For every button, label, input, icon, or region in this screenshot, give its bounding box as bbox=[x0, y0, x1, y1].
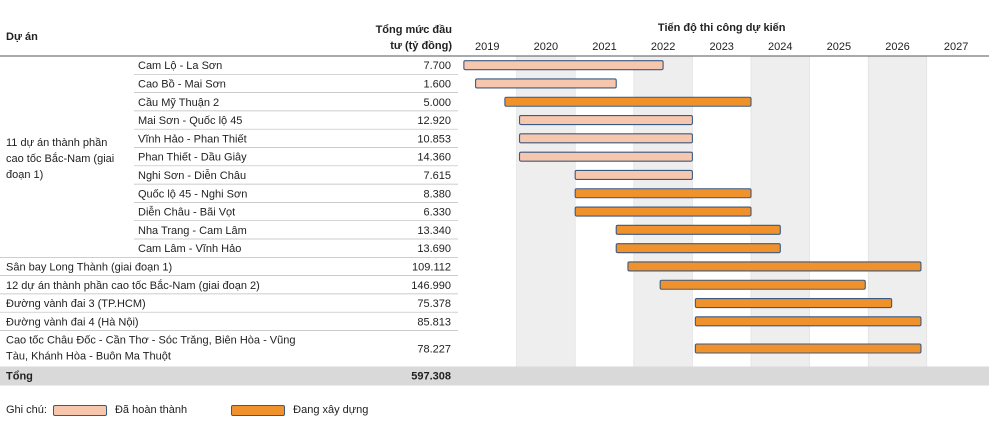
row-label: Nghi Sơn - Diễn Châu bbox=[138, 169, 246, 182]
row-label: Tàu, Khánh Hòa - Buôn Ma Thuột bbox=[6, 351, 171, 363]
bar-completed bbox=[518, 115, 693, 126]
bar-in_progress bbox=[694, 316, 922, 327]
row-label: Nha Trang - Cam Lâm bbox=[138, 225, 247, 237]
shade-column-2026 bbox=[868, 56, 927, 367]
year-label-2021: 2021 bbox=[592, 41, 616, 53]
year-label-2027: 2027 bbox=[944, 41, 968, 53]
shade-column-2024 bbox=[751, 56, 810, 367]
row-label: Cao Bồ - Mai Sơn bbox=[138, 78, 226, 90]
row-label: 12 dự án thành phần cao tốc Bắc-Nam (gia… bbox=[6, 279, 260, 292]
gantt-chart: Dự án Tổng mức đầu tư (tỷ đồng) Tiến độ thi… bbox=[0, 22, 989, 386]
row-label: Phan Thiết - Dầu Giây bbox=[138, 152, 247, 164]
row-investment: 14.360 bbox=[417, 152, 451, 164]
row-investment: 85.813 bbox=[417, 316, 451, 328]
total-row-bg bbox=[0, 366, 989, 386]
header-investment-line2: tư (tỷ đồng) bbox=[390, 40, 452, 52]
bar-in_progress bbox=[627, 261, 922, 272]
row-label: Vĩnh Hảo - Phan Thiết bbox=[138, 133, 247, 145]
row-investment: 5.000 bbox=[423, 97, 451, 109]
group-label-line-3: đoạn 1) bbox=[6, 169, 43, 181]
row-label: Mai Sơn - Quốc lộ 45 bbox=[138, 115, 242, 127]
year-label-2023: 2023 bbox=[709, 41, 733, 53]
row-label: Đường vành đai 4 (Hà Nội) bbox=[6, 316, 139, 328]
row-investment: 8.380 bbox=[423, 188, 451, 200]
bar-in_progress bbox=[694, 297, 893, 309]
year-label-2025: 2025 bbox=[827, 41, 851, 53]
group-label-line-2: cao tốc Bắc-Nam (giai bbox=[6, 152, 114, 165]
bar-in_progress bbox=[694, 343, 922, 354]
row-label: Đường vành đai 3 (TP.HCM) bbox=[6, 298, 146, 310]
year-label-2019: 2019 bbox=[475, 41, 499, 53]
header-timeline-title: Tiến độ thi công dự kiến bbox=[658, 22, 786, 34]
row-label: Cao tốc Châu Đốc - Cần Thơ - Sóc Trăng, … bbox=[6, 335, 296, 347]
total-label: Tổng bbox=[6, 371, 33, 383]
row-investment: 13.690 bbox=[417, 243, 451, 255]
bar-in_progress bbox=[574, 188, 752, 199]
bar-in_progress bbox=[504, 96, 752, 107]
bar-completed bbox=[463, 60, 664, 71]
row-investment: 7.700 bbox=[423, 60, 451, 72]
legend: Ghi chú: Đã hoàn thành Đang xây dựng bbox=[6, 400, 368, 420]
bar-completed bbox=[518, 133, 693, 144]
legend-label-completed: Đã hoàn thành bbox=[114, 404, 188, 416]
bar-completed bbox=[574, 169, 693, 180]
shade-column-2020 bbox=[516, 56, 576, 367]
legend-swatch-completed bbox=[52, 404, 107, 416]
legend-title: Ghi chú: bbox=[6, 404, 47, 416]
total-investment: 597.308 bbox=[411, 371, 451, 383]
row-label: Cam Lâm - Vĩnh Hảo bbox=[138, 243, 241, 255]
year-label-2026: 2026 bbox=[885, 41, 909, 53]
year-label-2024: 2024 bbox=[768, 41, 792, 53]
bar-completed bbox=[518, 151, 693, 162]
year-label-2022: 2022 bbox=[651, 41, 675, 53]
row-investment: 109.112 bbox=[412, 261, 451, 273]
row-label: Diễn Châu - Bãi Vọt bbox=[138, 206, 235, 219]
row-investment: 78.227 bbox=[417, 344, 451, 356]
row-investment: 6.330 bbox=[423, 207, 451, 219]
row-investment: 1.600 bbox=[423, 78, 451, 90]
legend-swatch-in-progress bbox=[231, 404, 286, 416]
row-label: Quốc lộ 45 - Nghi Sơn bbox=[138, 188, 247, 200]
year-label-2020: 2020 bbox=[534, 41, 558, 53]
bar-in_progress bbox=[615, 224, 781, 235]
bar-in_progress bbox=[615, 243, 781, 254]
header-project: Dự án bbox=[6, 31, 38, 43]
group-label-line-1: 11 dự án thành phần bbox=[6, 137, 107, 149]
bar-completed bbox=[475, 78, 617, 89]
row-investment: 12.920 bbox=[417, 115, 451, 127]
bar-in_progress bbox=[574, 206, 752, 217]
row-investment: 13.340 bbox=[417, 225, 451, 237]
legend-label-in-progress: Đang xây dựng bbox=[293, 404, 369, 416]
row-investment: 146.990 bbox=[411, 280, 451, 292]
row-label: Sân bay Long Thành (giai đoạn 1) bbox=[6, 261, 172, 273]
bar-in_progress bbox=[659, 279, 866, 290]
row-investment: 7.615 bbox=[423, 170, 451, 182]
row-investment: 75.378 bbox=[417, 298, 451, 310]
header-investment-line1: Tổng mức đầu bbox=[376, 24, 452, 36]
row-label: Cầu Mỹ Thuận 2 bbox=[138, 97, 219, 109]
row-investment: 10.853 bbox=[417, 133, 451, 145]
row-label: Cam Lộ - La Sơn bbox=[138, 60, 222, 72]
